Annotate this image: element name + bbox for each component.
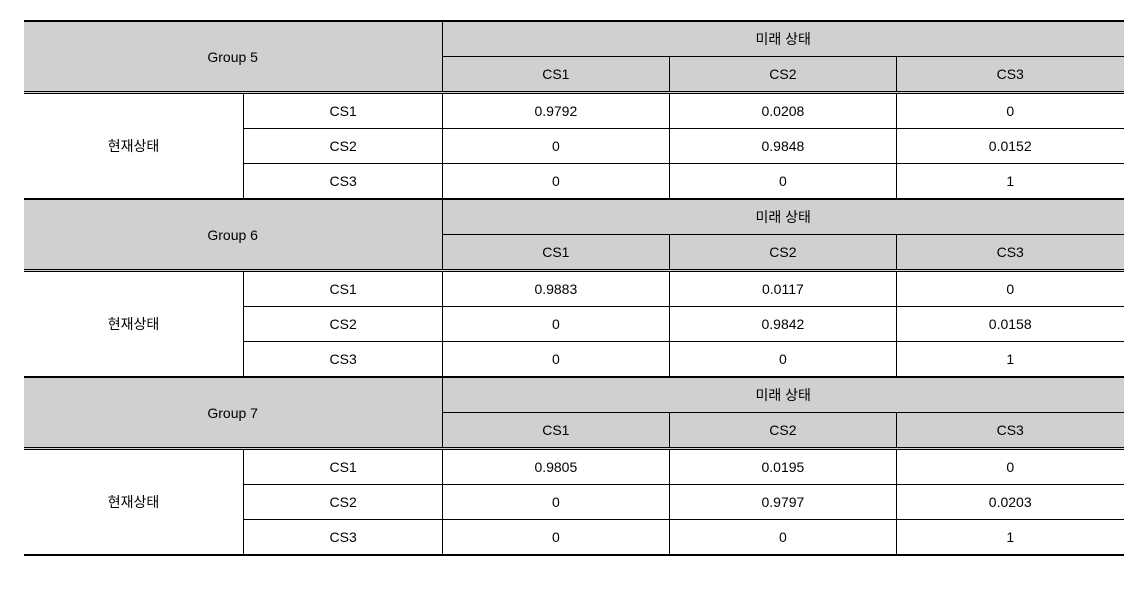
table-cell: 0 bbox=[896, 271, 1123, 307]
column-header-cs2: CS2 bbox=[669, 57, 896, 93]
table-cell: 0 bbox=[442, 485, 669, 520]
column-header-cs3: CS3 bbox=[896, 57, 1123, 93]
table-cell: 0.0117 bbox=[669, 271, 896, 307]
table-cell: 1 bbox=[896, 164, 1123, 200]
row-state-label: CS1 bbox=[244, 449, 442, 485]
table-cell: 0 bbox=[669, 342, 896, 378]
row-state-label: CS1 bbox=[244, 271, 442, 307]
table-cell: 0 bbox=[896, 449, 1123, 485]
table-cell: 0.9805 bbox=[442, 449, 669, 485]
table-cell: 0.0203 bbox=[896, 485, 1123, 520]
column-header-cs1: CS1 bbox=[442, 235, 669, 271]
column-header-cs1: CS1 bbox=[442, 413, 669, 449]
current-state-label: 현재상태 bbox=[24, 449, 244, 556]
table-cell: 0.9883 bbox=[442, 271, 669, 307]
group-name: Group 6 bbox=[24, 199, 443, 271]
column-header-cs1: CS1 bbox=[442, 57, 669, 93]
table-cell: 0.9842 bbox=[669, 307, 896, 342]
table-container: Group 5미래 상태CS1CS2CS3현재상태CS10.97920.0208… bbox=[24, 20, 1124, 556]
column-header-cs2: CS2 bbox=[669, 413, 896, 449]
table-cell: 0.0158 bbox=[896, 307, 1123, 342]
table-cell: 0.0195 bbox=[669, 449, 896, 485]
table-cell: 0.9848 bbox=[669, 129, 896, 164]
table-cell: 0 bbox=[442, 520, 669, 556]
table-cell: 1 bbox=[896, 520, 1123, 556]
row-state-label: CS2 bbox=[244, 485, 442, 520]
future-state-header: 미래 상태 bbox=[442, 21, 1123, 57]
future-state-header: 미래 상태 bbox=[442, 199, 1123, 235]
table-cell: 0.9797 bbox=[669, 485, 896, 520]
table-cell: 0 bbox=[669, 520, 896, 556]
column-header-cs3: CS3 bbox=[896, 235, 1123, 271]
group-name: Group 5 bbox=[24, 21, 443, 93]
row-state-label: CS2 bbox=[244, 129, 442, 164]
table-cell: 0 bbox=[442, 164, 669, 200]
current-state-label: 현재상태 bbox=[24, 93, 244, 200]
table-cell: 0 bbox=[442, 129, 669, 164]
table-cell: 0.9792 bbox=[442, 93, 669, 129]
table-cell: 1 bbox=[896, 342, 1123, 378]
data-table: Group 5미래 상태CS1CS2CS3현재상태CS10.97920.0208… bbox=[24, 20, 1124, 556]
row-state-label: CS3 bbox=[244, 164, 442, 200]
column-header-cs3: CS3 bbox=[896, 413, 1123, 449]
row-state-label: CS3 bbox=[244, 520, 442, 556]
row-state-label: CS1 bbox=[244, 93, 442, 129]
table-cell: 0 bbox=[896, 93, 1123, 129]
table-cell: 0 bbox=[442, 307, 669, 342]
group-name: Group 7 bbox=[24, 377, 443, 449]
future-state-header: 미래 상태 bbox=[442, 377, 1123, 413]
current-state-label: 현재상태 bbox=[24, 271, 244, 378]
table-cell: 0 bbox=[669, 164, 896, 200]
table-cell: 0.0152 bbox=[896, 129, 1123, 164]
table-cell: 0 bbox=[442, 342, 669, 378]
row-state-label: CS2 bbox=[244, 307, 442, 342]
row-state-label: CS3 bbox=[244, 342, 442, 378]
column-header-cs2: CS2 bbox=[669, 235, 896, 271]
table-cell: 0.0208 bbox=[669, 93, 896, 129]
